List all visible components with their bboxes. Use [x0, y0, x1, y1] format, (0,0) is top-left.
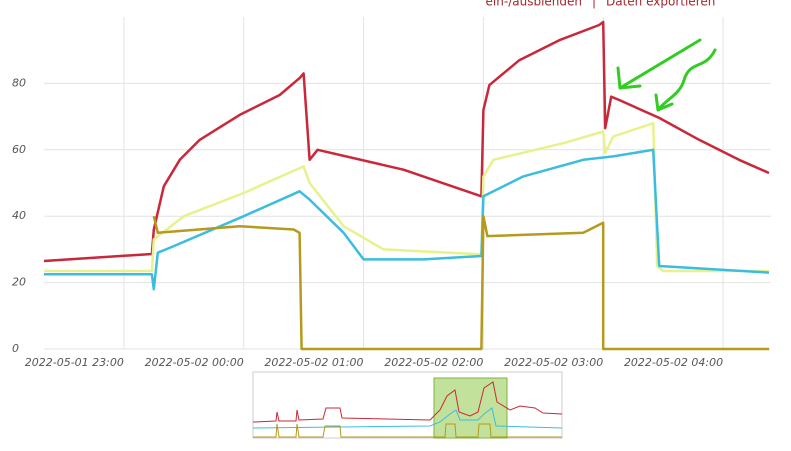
- navigator-window[interactable]: [433, 377, 508, 439]
- x-tick-label: 2022-05-02 03:00: [504, 356, 603, 369]
- x-tick-label: 2022-05-02 02:00: [384, 356, 483, 369]
- navigator-line: [252, 407, 563, 429]
- x-tick-label: 2022-05-02 00:00: [145, 356, 244, 369]
- annotation-arrows: [616, 38, 717, 112]
- navigator[interactable]: [252, 371, 563, 439]
- x-tick-label: 2022-05-01 23:00: [25, 356, 124, 369]
- y-tick-label: 80: [12, 76, 26, 89]
- y-tick-label: 60: [12, 143, 26, 156]
- export-link[interactable]: Daten exportieren: [606, 0, 715, 9]
- x-tick-label: 2022-05-02 04:00: [624, 356, 723, 369]
- series-line: [152, 214, 769, 351]
- navigator-line: [253, 423, 562, 438]
- y-tick-label: 20: [12, 276, 26, 289]
- toggle-link[interactable]: ein-/ausblenden: [486, 0, 582, 9]
- navigator-line: [252, 381, 563, 423]
- y-tick-label: 0: [12, 342, 19, 355]
- navigator-frame: [252, 371, 563, 439]
- arrow: [654, 48, 717, 112]
- series-line: [43, 20, 770, 263]
- x-tick-label: 2022-05-02 01:00: [264, 356, 363, 369]
- arrow: [616, 38, 702, 90]
- separator: |: [592, 0, 596, 9]
- series-line: [44, 148, 770, 291]
- series-line: [44, 121, 769, 273]
- y-tick-label: 40: [12, 209, 26, 222]
